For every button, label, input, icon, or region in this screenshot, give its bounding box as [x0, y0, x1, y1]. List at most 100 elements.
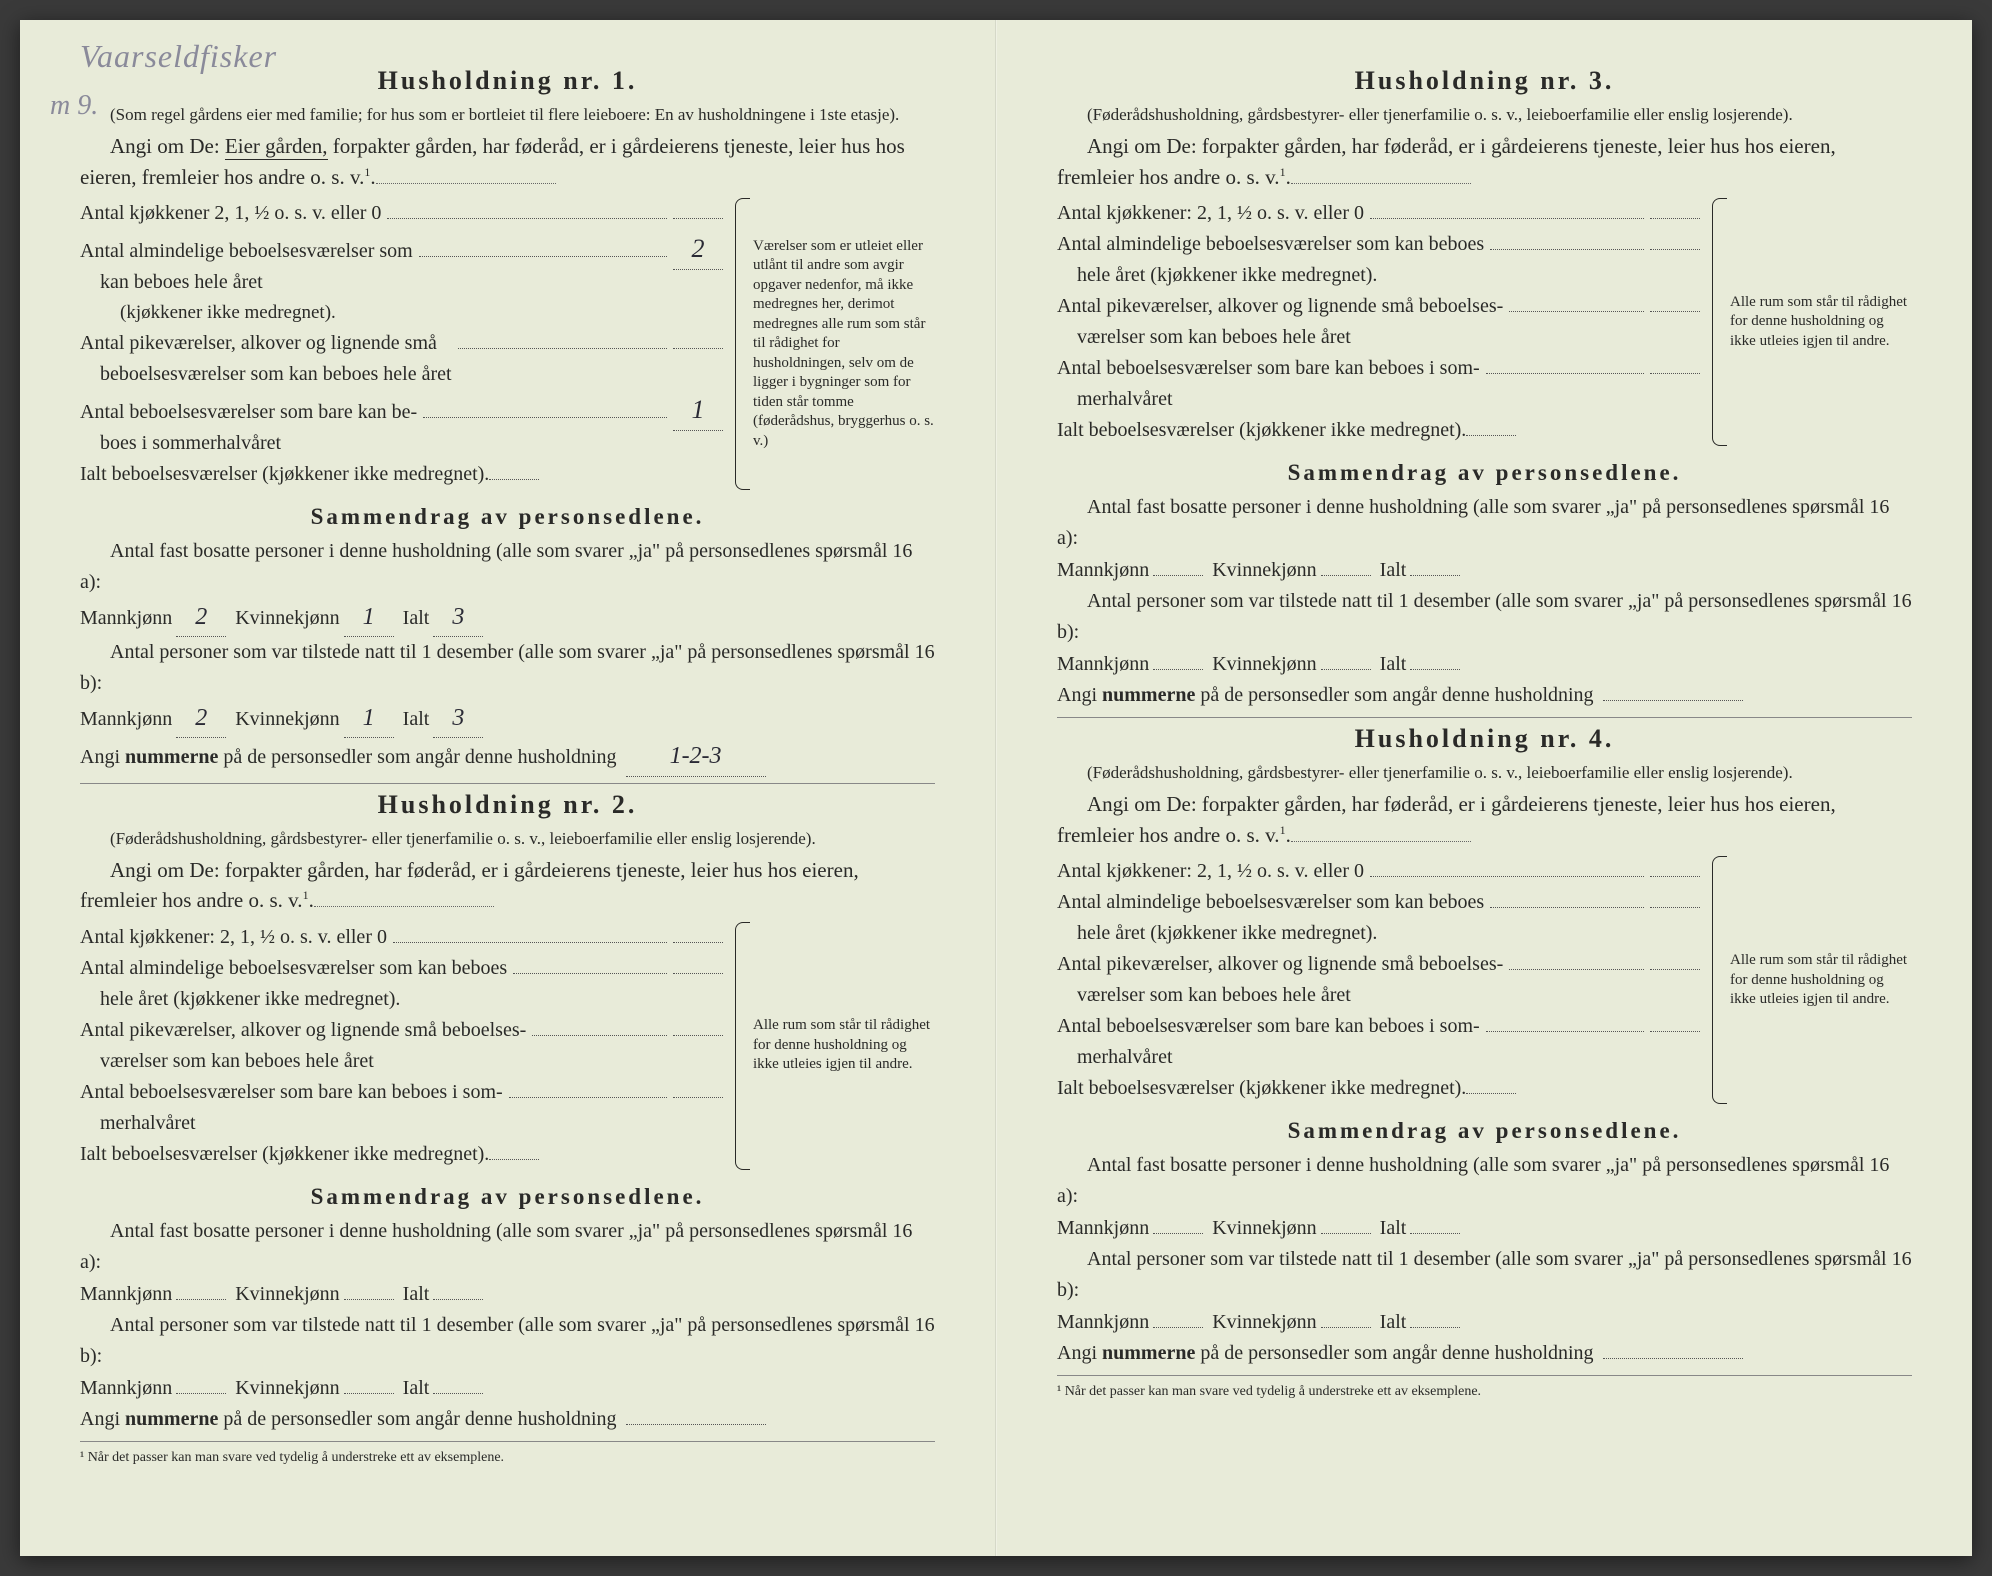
label-ialt: Ialt: [1380, 1311, 1407, 1333]
hh1-row-4: Ialt beboelsesværelser (kjøkkener ikke m…: [80, 459, 723, 490]
hh4-summary-title: Sammendrag av personsedlene.: [1057, 1118, 1912, 1144]
hh1-angi-prefix: Angi om De:: [110, 134, 220, 158]
hh2-b-m: [176, 1393, 226, 1394]
hh1-row-0-val: [673, 218, 723, 219]
hh1-row-2-label: Antal pikeværelser, alkover og lignende …: [80, 328, 452, 390]
hh2-angi: Angi om De: forpakter gården, har føderå…: [80, 855, 935, 916]
hh2-a-i: [433, 1299, 483, 1300]
hh4-sum-a: Antal fast bosatte personer i denne hush…: [1057, 1150, 1912, 1212]
handwriting-side: m 9.: [50, 90, 98, 122]
hh2-row-0-val: [673, 942, 723, 943]
hh4-row-2-label: Antal pikeværelser, alkover og lignende …: [1057, 949, 1503, 1011]
hh2-title: Husholdning nr. 2.: [80, 790, 935, 820]
hh4-fill-a: Mannkjønn Kvinnekjønn Ialt: [1057, 1212, 1912, 1244]
hh1-sum-a: Antal fast bosatte personer i denne hush…: [80, 536, 935, 598]
hh1-row-1-val: 2: [673, 229, 723, 270]
hh3-sum-a: Antal fast bosatte personer i denne hush…: [1057, 492, 1912, 554]
label-mann: Mannkjønn: [1057, 1217, 1149, 1239]
hh4-row-1: Antal almindelige beboelsesværelser som …: [1057, 887, 1700, 949]
hh2-row-0-label: Antal kjøkkener: 2, 1, ½ o. s. v. eller …: [80, 922, 387, 953]
hh2-brace: Alle rum som står til rådighet for denne…: [735, 922, 935, 1170]
hh2-row-3-label: Antal beboelsesværelser som bare kan beb…: [80, 1077, 503, 1139]
hh1-room-area: Antal kjøkkener 2, 1, ½ o. s. v. eller 0…: [80, 198, 935, 489]
hh1-angi: Angi om De: Eier gården, forpakter gårde…: [80, 131, 935, 192]
hh2-a-m: [176, 1299, 226, 1300]
hh1-b-k: 1: [344, 699, 394, 738]
hh3-row-1-val: [1650, 249, 1700, 250]
hh4-fill-b: Mannkjønn Kvinnekjønn Ialt: [1057, 1306, 1912, 1338]
hh4-a-m: [1153, 1233, 1203, 1234]
hh4-b-m: [1153, 1327, 1203, 1328]
hh4-brace-text: Alle rum som står til rådighet for denne…: [1730, 951, 1912, 1010]
label-mann: Mannkjønn: [80, 708, 172, 730]
handwriting-top: Vaarseldfisker: [80, 38, 277, 75]
label-mann: Mannkjønn: [1057, 559, 1149, 581]
hh4-a-i: [1410, 1233, 1460, 1234]
hh3-row-0-val: [1650, 218, 1700, 219]
hh4-row-4-val: [1466, 1093, 1516, 1094]
hh4-brace: Alle rum som står til rådighet for denne…: [1712, 856, 1912, 1104]
label-ialt: Ialt: [403, 607, 430, 629]
hh2-row-3: Antal beboelsesværelser som bare kan beb…: [80, 1077, 723, 1139]
hh4-row-4: Ialt beboelsesværelser (kjøkkener ikke m…: [1057, 1073, 1700, 1104]
hh3-b-i: [1410, 669, 1460, 670]
label-ialt: Ialt: [403, 1283, 430, 1305]
hh2-row-0: Antal kjøkkener: 2, 1, ½ o. s. v. eller …: [80, 922, 723, 953]
label-ialt: Ialt: [1380, 1217, 1407, 1239]
hh3-row-1-label: Antal almindelige beboelsesværelser som …: [1057, 229, 1484, 291]
hh1-b-i: 3: [433, 699, 483, 738]
label-kvinne: Kvinnekjønn: [1212, 1217, 1316, 1239]
hh2-a-k: [344, 1299, 394, 1300]
hh3-row-3-label: Antal beboelsesværelser som bare kan beb…: [1057, 353, 1480, 415]
hh2-angi-num-val: [626, 1424, 766, 1425]
hh1-b-m: 2: [176, 699, 226, 738]
hh1-angi-underline: Eier gården,: [225, 134, 328, 160]
hh4-sum-b: Antal personer som var tilstede natt til…: [1057, 1244, 1912, 1306]
hh2-row-2-val: [673, 1035, 723, 1036]
hh3-fill-a: Mannkjønn Kvinnekjønn Ialt: [1057, 554, 1912, 586]
hh4-angi-prefix: Angi om De:: [1087, 792, 1197, 816]
hh3-angi-num-val: [1603, 700, 1743, 701]
hh2-fill-b: Mannkjønn Kvinnekjønn Ialt: [80, 1372, 935, 1404]
hh3-row-4-val: [1466, 435, 1516, 436]
hh3-row-2-label: Antal pikeværelser, alkover og lignende …: [1057, 291, 1503, 353]
hh1-row-4-val: [489, 479, 539, 480]
hh1-intro: (Som regel gårdens eier med familie; for…: [80, 104, 935, 125]
hh3-angi: Angi om De: forpakter gården, har føderå…: [1057, 131, 1912, 192]
hh2-sum-a: Antal fast bosatte personer i denne hush…: [80, 1216, 935, 1278]
hh3-row-2-val: [1650, 311, 1700, 312]
label-ialt: Ialt: [403, 1377, 430, 1399]
hh1-fill-a: Mannkjønn2 Kvinnekjønn1 Ialt3: [80, 598, 935, 637]
document-spread: Vaarseldfisker m 9. Husholdning nr. 1. (…: [20, 20, 1972, 1556]
hh1-brace: Værelser som er utleiet eller utlånt til…: [735, 198, 935, 489]
hh4-row-0-label: Antal kjøkkener: 2, 1, ½ o. s. v. eller …: [1057, 856, 1364, 887]
hh3-row-4-label: Ialt beboelsesværelser (kjøkkener ikke m…: [1057, 415, 1466, 446]
hh4-title: Husholdning nr. 4.: [1057, 724, 1912, 754]
hh4-b-k: [1321, 1327, 1371, 1328]
label-kvinne: Kvinnekjønn: [235, 1377, 339, 1399]
label-kvinne: Kvinnekjønn: [235, 708, 339, 730]
hh3-title: Husholdning nr. 3.: [1057, 66, 1912, 96]
page-left: Vaarseldfisker m 9. Husholdning nr. 1. (…: [20, 20, 996, 1556]
hh3-rows: Antal kjøkkener: 2, 1, ½ o. s. v. eller …: [1057, 198, 1700, 446]
page-right: Husholdning nr. 3. (Føderådshusholdning,…: [996, 20, 1972, 1556]
hh4-row-3: Antal beboelsesværelser som bare kan beb…: [1057, 1011, 1700, 1073]
hh3-row-3: Antal beboelsesværelser som bare kan beb…: [1057, 353, 1700, 415]
hh3-row-0-label: Antal kjøkkener: 2, 1, ½ o. s. v. eller …: [1057, 198, 1364, 229]
hh3-brace: Alle rum som står til rådighet for denne…: [1712, 198, 1912, 446]
hh3-fill-b: Mannkjønn Kvinnekjønn Ialt: [1057, 648, 1912, 680]
hh2-sum-b: Antal personer som var tilstede natt til…: [80, 1310, 935, 1372]
hh3-row-2: Antal pikeværelser, alkover og lignende …: [1057, 291, 1700, 353]
hh2-row-2-label: Antal pikeværelser, alkover og lignende …: [80, 1015, 526, 1077]
hh4-angi-num: Angi nummerne på de personsedler som ang…: [1057, 1338, 1912, 1376]
hh4-a-k: [1321, 1233, 1371, 1234]
hh2-row-4: Ialt beboelsesværelser (kjøkkener ikke m…: [80, 1139, 723, 1170]
hh3-a-k: [1321, 575, 1371, 576]
hh1-a-k: 1: [344, 598, 394, 637]
hh1-brace-text: Værelser som er utleiet eller utlånt til…: [753, 237, 935, 452]
hh2-b-i: [433, 1393, 483, 1394]
hh1-angi-num: Angi nummerne på de personsedler som ang…: [80, 738, 935, 783]
hh3-row-0: Antal kjøkkener: 2, 1, ½ o. s. v. eller …: [1057, 198, 1700, 229]
label-kvinne: Kvinnekjønn: [1212, 1311, 1316, 1333]
hh2-row-3-val: [673, 1097, 723, 1098]
